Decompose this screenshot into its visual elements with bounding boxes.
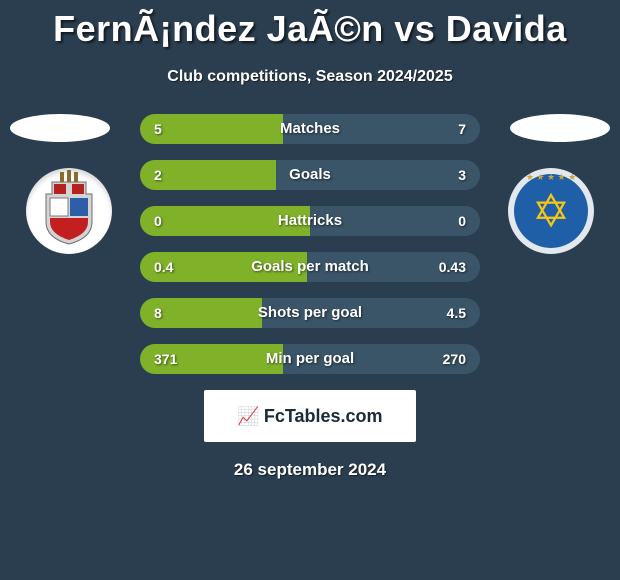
stat-bar-left bbox=[140, 114, 283, 144]
stat-row: Hattricks00 bbox=[140, 206, 480, 236]
stat-row: Goals per match0.40.43 bbox=[140, 252, 480, 282]
player-slot-right bbox=[510, 114, 610, 142]
stat-bar-left bbox=[140, 252, 307, 282]
team-crest-right: ✡ ★ ★ ★ ★ ★ bbox=[508, 168, 594, 254]
svg-text:★ ★ ★ ★ ★: ★ ★ ★ ★ ★ bbox=[526, 172, 576, 182]
team-crest-left bbox=[26, 168, 112, 254]
stat-bar-right bbox=[310, 206, 480, 236]
star-icon: ✡ bbox=[532, 188, 571, 234]
stat-bar-left bbox=[140, 344, 283, 374]
fctables-badge[interactable]: 📈 FcTables.com bbox=[204, 390, 416, 442]
stat-row: Goals23 bbox=[140, 160, 480, 190]
stat-bar-right bbox=[307, 252, 480, 282]
stat-row: Min per goal371270 bbox=[140, 344, 480, 374]
stat-bar-right bbox=[283, 344, 480, 374]
stars-row-icon: ★ ★ ★ ★ ★ bbox=[508, 166, 594, 186]
fctables-brand-text: FcTables.com bbox=[264, 406, 383, 427]
stat-bar-right bbox=[262, 298, 480, 328]
stat-bar-left bbox=[140, 206, 310, 236]
comparison-body: ✡ ★ ★ ★ ★ ★ Matches57 Goals23 Hattricks00 G… bbox=[0, 114, 620, 374]
stat-bar-right bbox=[283, 114, 480, 144]
comparison-date: 26 september 2024 bbox=[0, 460, 620, 480]
stats-bars: Matches57 Goals23 Hattricks00 Goals per mat… bbox=[140, 114, 480, 374]
stat-bar-left bbox=[140, 298, 262, 328]
comparison-subtitle: Club competitions, Season 2024/2025 bbox=[0, 68, 620, 86]
stat-bar-right bbox=[276, 160, 480, 190]
fctables-logo-icon: 📈 bbox=[237, 406, 257, 427]
stat-bar-left bbox=[140, 160, 276, 190]
comparison-title: FernÃ¡ndez JaÃ©n vs Davida bbox=[0, 0, 620, 50]
stat-row: Shots per goal84.5 bbox=[140, 298, 480, 328]
braga-crest-icon bbox=[26, 168, 112, 254]
stat-row: Matches57 bbox=[140, 114, 480, 144]
player-slot-left bbox=[10, 114, 110, 142]
